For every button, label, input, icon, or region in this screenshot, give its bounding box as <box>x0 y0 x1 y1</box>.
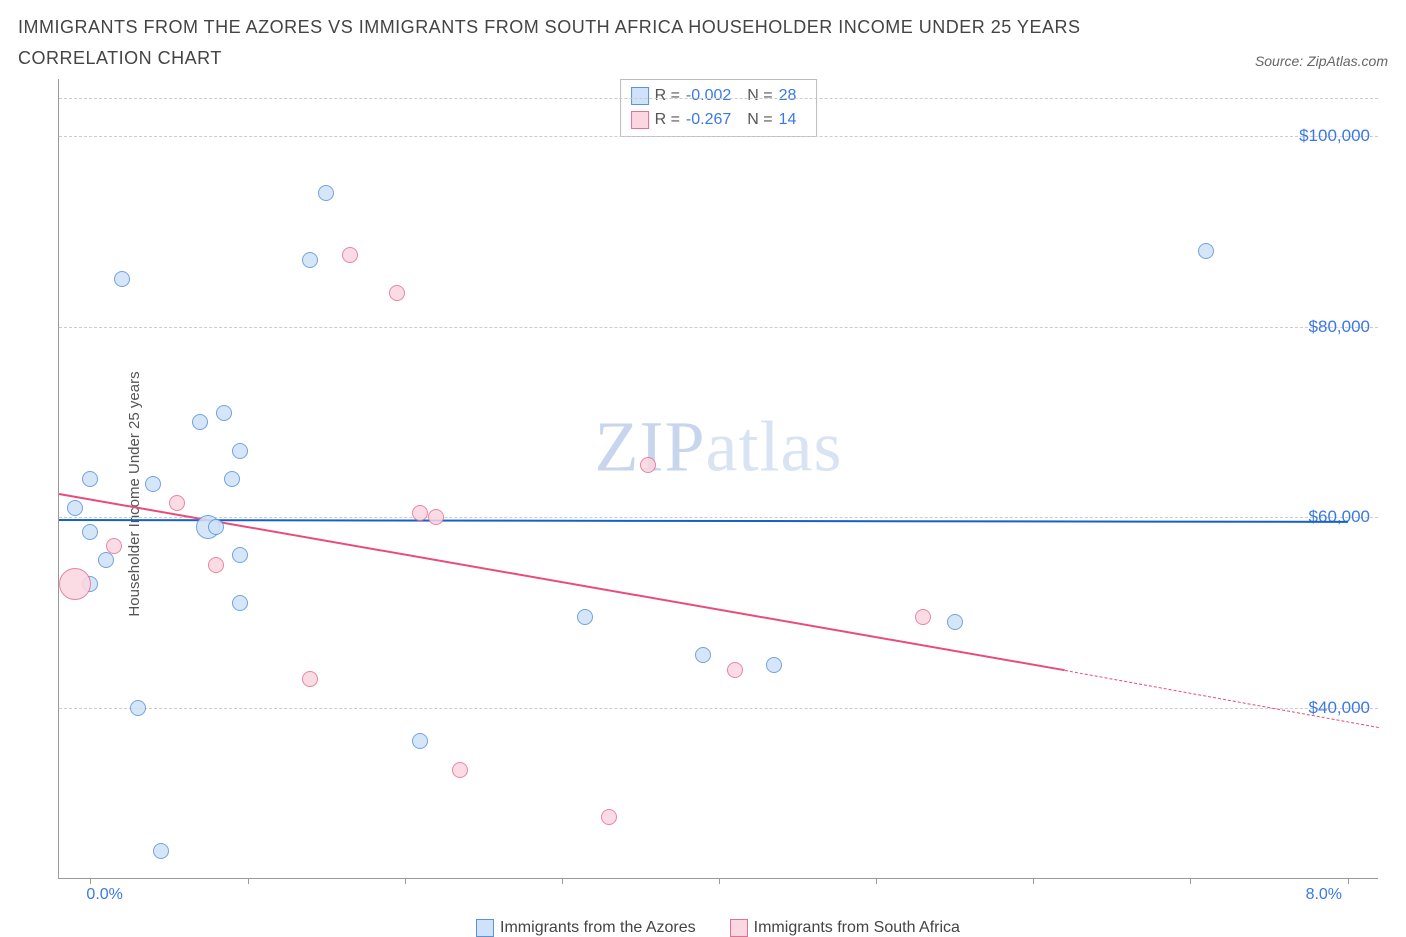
gridline <box>59 708 1378 709</box>
r-value-azores: -0.002 <box>686 84 731 108</box>
data-point-azores <box>766 657 782 673</box>
x-tick <box>562 878 563 884</box>
data-point-azores <box>208 519 224 535</box>
x-tick <box>405 878 406 884</box>
gridline <box>59 98 1378 99</box>
x-tick-label: 0.0% <box>86 886 122 904</box>
data-point-south_africa <box>428 509 444 525</box>
y-tick-label: $80,000 <box>1309 317 1370 337</box>
data-point-south_africa <box>106 538 122 554</box>
legend-swatch-azores <box>476 919 494 937</box>
data-point-south_africa <box>302 671 318 687</box>
n-value-azores: 28 <box>779 84 797 108</box>
n-value-southafrica: 14 <box>779 108 797 132</box>
data-point-azores <box>318 185 334 201</box>
legend-item-azores: Immigrants from the Azores <box>476 919 696 937</box>
data-point-azores <box>1198 243 1214 259</box>
data-point-azores <box>412 733 428 749</box>
data-point-azores <box>82 524 98 540</box>
data-point-south_africa <box>208 557 224 573</box>
trend-line <box>59 519 1348 523</box>
data-point-azores <box>67 500 83 516</box>
gridline <box>59 136 1378 137</box>
gridline <box>59 327 1378 328</box>
data-point-azores <box>232 595 248 611</box>
x-tick <box>1033 878 1034 884</box>
stats-row-azores: R = -0.002 N = 28 <box>631 84 807 108</box>
x-tick-label: 8.0% <box>1306 886 1342 904</box>
data-point-south_africa <box>727 662 743 678</box>
swatch-azores <box>631 87 649 105</box>
chart-source: Source: ZipAtlas.com <box>1255 53 1388 73</box>
x-tick <box>876 878 877 884</box>
gridline <box>59 517 1378 518</box>
data-point-azores <box>947 614 963 630</box>
data-point-south_africa <box>915 609 931 625</box>
data-point-azores <box>577 609 593 625</box>
legend-label-southafrica: Immigrants from South Africa <box>754 919 960 937</box>
legend-item-southafrica: Immigrants from South Africa <box>730 919 960 937</box>
stats-legend-box: R = -0.002 N = 28 R = -0.267 N = 14 <box>620 79 818 137</box>
data-point-south_africa <box>452 762 468 778</box>
data-point-azores <box>130 700 146 716</box>
data-point-south_africa <box>640 457 656 473</box>
y-tick-label: $60,000 <box>1309 507 1370 527</box>
r-value-southafrica: -0.267 <box>686 108 731 132</box>
data-point-azores <box>216 405 232 421</box>
data-point-azores <box>98 552 114 568</box>
watermark: ZIPatlas <box>595 405 843 488</box>
data-point-south_africa <box>412 505 428 521</box>
data-point-south_africa <box>342 247 358 263</box>
plot-area: ZIPatlas R = -0.002 N = 28 R = -0.267 N … <box>58 79 1378 879</box>
x-tick <box>248 878 249 884</box>
data-point-azores <box>232 443 248 459</box>
stats-row-southafrica: R = -0.267 N = 14 <box>631 108 807 132</box>
x-axis-legend: Immigrants from the Azores Immigrants fr… <box>58 919 1378 937</box>
x-tick <box>719 878 720 884</box>
chart-container: Householder Income Under 25 years ZIPatl… <box>18 79 1388 909</box>
y-tick-label: $100,000 <box>1299 126 1370 146</box>
x-tick <box>1190 878 1191 884</box>
x-tick <box>1348 878 1349 884</box>
legend-swatch-southafrica <box>730 919 748 937</box>
x-tick <box>90 878 91 884</box>
data-point-azores <box>145 476 161 492</box>
data-point-south_africa <box>59 568 91 600</box>
chart-title: IMMIGRANTS FROM THE AZORES VS IMMIGRANTS… <box>18 12 1118 73</box>
data-point-south_africa <box>601 809 617 825</box>
data-point-azores <box>224 471 240 487</box>
data-point-azores <box>192 414 208 430</box>
data-point-azores <box>302 252 318 268</box>
data-point-azores <box>114 271 130 287</box>
data-point-azores <box>695 647 711 663</box>
y-tick-label: $40,000 <box>1309 698 1370 718</box>
data-point-south_africa <box>169 495 185 511</box>
data-point-azores <box>82 471 98 487</box>
data-point-south_africa <box>389 285 405 301</box>
data-point-azores <box>232 547 248 563</box>
legend-label-azores: Immigrants from the Azores <box>500 919 696 937</box>
data-point-azores <box>153 843 169 859</box>
swatch-southafrica <box>631 111 649 129</box>
